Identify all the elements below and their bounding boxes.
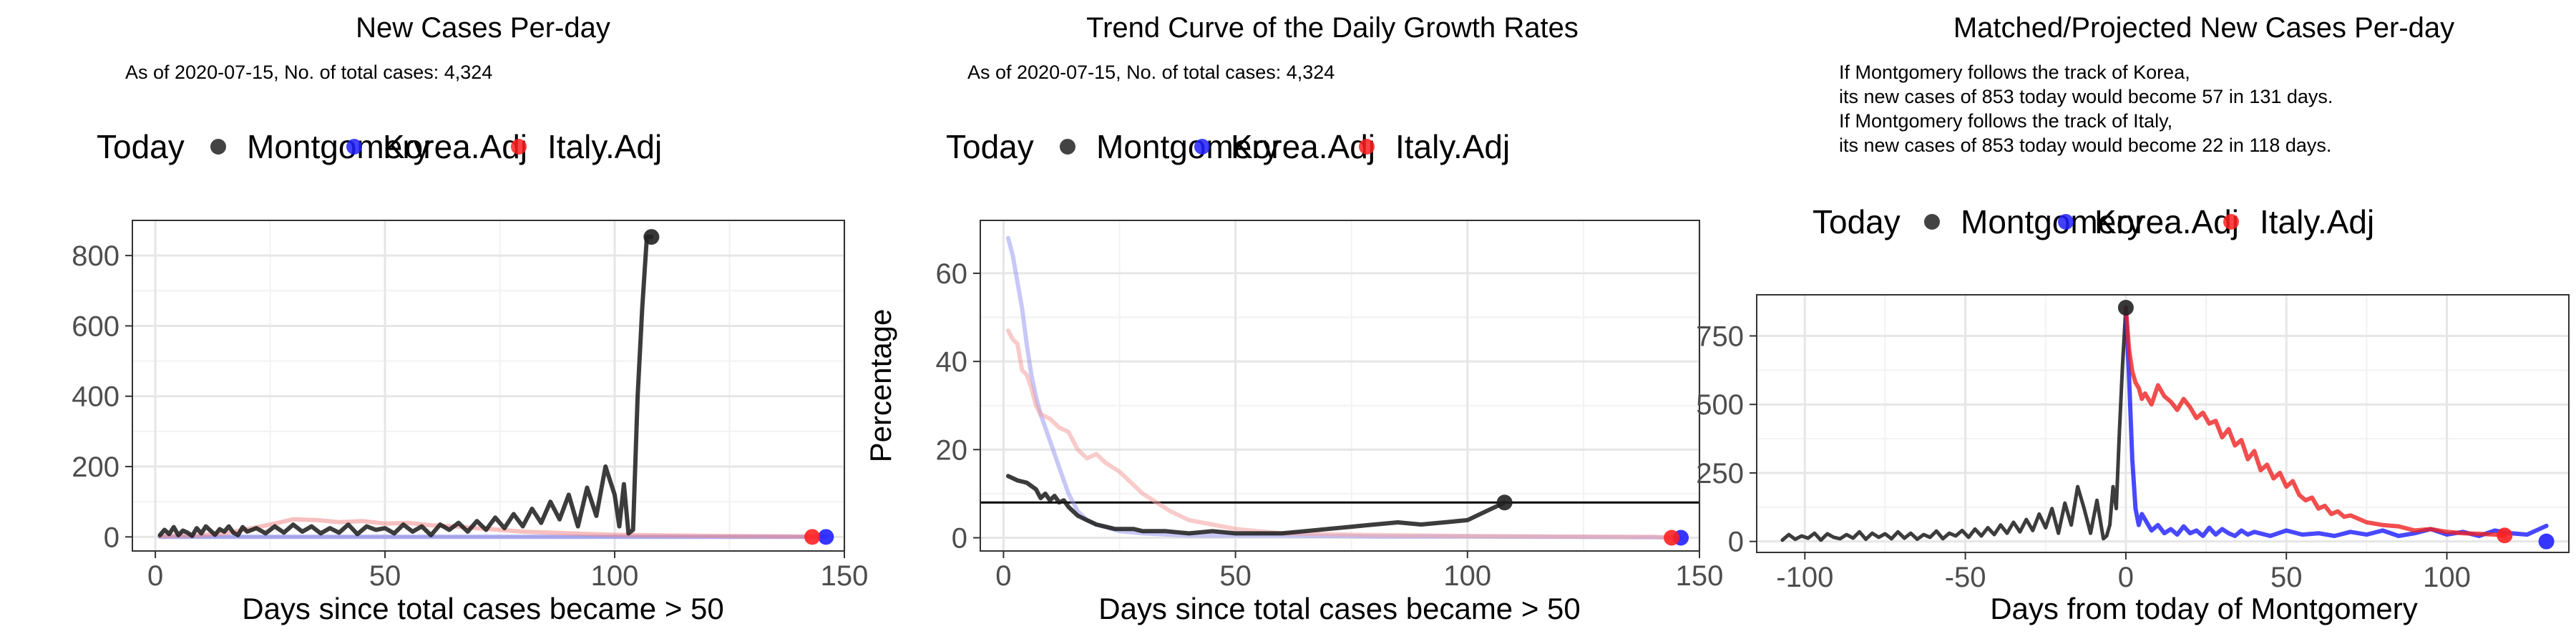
y-tick-label: 600 <box>72 311 119 342</box>
legend-label: Italy.Adj <box>547 128 662 165</box>
chart-title: Matched/Projected New Cases Per-day <box>1953 12 2454 44</box>
plot-panel <box>980 220 1699 551</box>
y-tick-label: 250 <box>1696 458 1744 489</box>
panel-border <box>980 220 1700 552</box>
legend-marker-italy-adj <box>511 139 527 155</box>
today-point-italy-adj <box>804 529 821 545</box>
x-tick-label: 0 <box>2118 562 2134 593</box>
x-tick-label: 50 <box>2270 562 2303 593</box>
y-tick-label: 0 <box>104 522 119 553</box>
chart-subtitle: As of 2020-07-15, No. of total cases: 4,… <box>967 62 1335 83</box>
legend-title: Today <box>946 128 1034 165</box>
today-point-montgomery <box>1496 494 1513 511</box>
chart-2: Trend Curve of the Daily Growth Rates As … <box>864 12 1723 625</box>
chart-annotation-line: its new cases of 853 today would become … <box>1839 86 2333 107</box>
chart-3: Matched/Projected New Cases Per-day If Mo… <box>1696 12 2570 625</box>
x-tick-label: 100 <box>591 560 639 592</box>
plot-panel <box>1757 295 2569 552</box>
y-tick-label: 40 <box>936 346 968 378</box>
legend-marker-korea-adj <box>2058 214 2074 230</box>
legend-marker-montgomery <box>210 139 226 155</box>
legend-label: Italy.Adj <box>2260 203 2374 240</box>
legend-marker-montgomery <box>1924 214 1940 230</box>
y-tick-label: 750 <box>1696 321 1744 352</box>
y-axis-label: Percentage <box>864 309 897 463</box>
legend-label: Korea.Adj <box>1231 128 1375 165</box>
x-tick-label: -100 <box>1776 562 1833 593</box>
chart-title: New Cases Per-day <box>356 12 610 44</box>
x-tick-label: 0 <box>147 560 163 592</box>
x-tick-label: 150 <box>821 560 869 592</box>
legend-marker-korea-adj <box>346 139 362 155</box>
chart-1: New Cases Per-day As of 2020-07-15, No. o… <box>72 12 868 625</box>
x-axis-label: Days since total cases became > 50 <box>242 592 724 625</box>
series-line-italy-adj <box>2123 306 2507 538</box>
chart-annotation-line: If Montgomery follows the track of Korea… <box>1839 62 2190 83</box>
today-point-montgomery <box>2117 300 2134 316</box>
x-tick-label: -50 <box>1945 562 1986 593</box>
y-tick-label: 200 <box>72 452 119 483</box>
axis-ticks: 0 50 100 150 0 20 40 60 <box>936 258 1724 592</box>
axis-ticks: 0 50 100 150 0 200 400 600 800 <box>72 240 868 592</box>
x-tick-label: 150 <box>1676 560 1724 592</box>
series-line-montgomery <box>1005 474 1507 536</box>
panel-border <box>132 220 845 552</box>
x-axis-label: Days from today of Montgomery <box>1990 592 2418 625</box>
today-point-italy-adj <box>1664 530 1680 546</box>
legend-marker-italy-adj <box>1359 139 1375 155</box>
y-tick-label: 0 <box>1728 527 1744 558</box>
y-tick-label: 20 <box>936 434 968 466</box>
y-tick-label: 0 <box>952 523 967 555</box>
x-axis-label: Days since total cases became > 50 <box>1098 592 1581 625</box>
legend-title: Today <box>1813 203 1901 240</box>
today-point-korea-adj <box>818 529 834 545</box>
chart-annotation-line: its new cases of 853 today would become … <box>1839 135 2331 156</box>
x-tick-label: 100 <box>2423 562 2471 593</box>
plot-panel <box>132 220 844 551</box>
y-tick-label: 400 <box>72 381 119 413</box>
legend-label: Montgomery <box>247 128 430 165</box>
series-line-italy-adj <box>1005 328 1674 540</box>
series-line-montgomery <box>1780 306 2128 542</box>
panel-border <box>1756 294 2570 553</box>
legend-label: Korea.Adj <box>2094 203 2239 240</box>
legend-label: Montgomery <box>1096 128 1279 165</box>
legend-marker-montgomery <box>1060 139 1075 155</box>
y-tick-label: 60 <box>936 258 968 290</box>
x-tick-label: 0 <box>995 560 1011 592</box>
chart-subtitle: As of 2020-07-15, No. of total cases: 4,… <box>125 62 492 83</box>
x-tick-label: 50 <box>1219 560 1252 592</box>
legend-title: Today <box>97 128 185 165</box>
today-point-korea-adj <box>2538 533 2555 550</box>
y-tick-label: 800 <box>72 240 119 272</box>
today-point-italy-adj <box>2497 527 2513 544</box>
chart-annotation-line: If Montgomery follows the track of Italy… <box>1839 110 2172 132</box>
x-tick-label: 50 <box>369 560 401 592</box>
series-line-italy-adj <box>157 517 819 540</box>
legend-label: Montgomery <box>1961 203 2144 240</box>
axis-ticks: -100 -50 0 50 100 0 250 500 750 <box>1696 321 2471 593</box>
today-point-montgomery <box>643 229 660 245</box>
legend-marker-korea-adj <box>1194 139 1210 155</box>
legend-label: Korea.Adj <box>383 128 527 165</box>
gridlines <box>1757 295 2569 552</box>
legend-marker-italy-adj <box>2223 214 2239 230</box>
chart-title: Trend Curve of the Daily Growth Rates <box>1086 12 1579 44</box>
y-tick-label: 500 <box>1696 389 1744 421</box>
legend-label: Italy.Adj <box>1395 128 1510 165</box>
x-tick-label: 100 <box>1443 560 1491 592</box>
series-line-montgomery <box>157 235 654 538</box>
